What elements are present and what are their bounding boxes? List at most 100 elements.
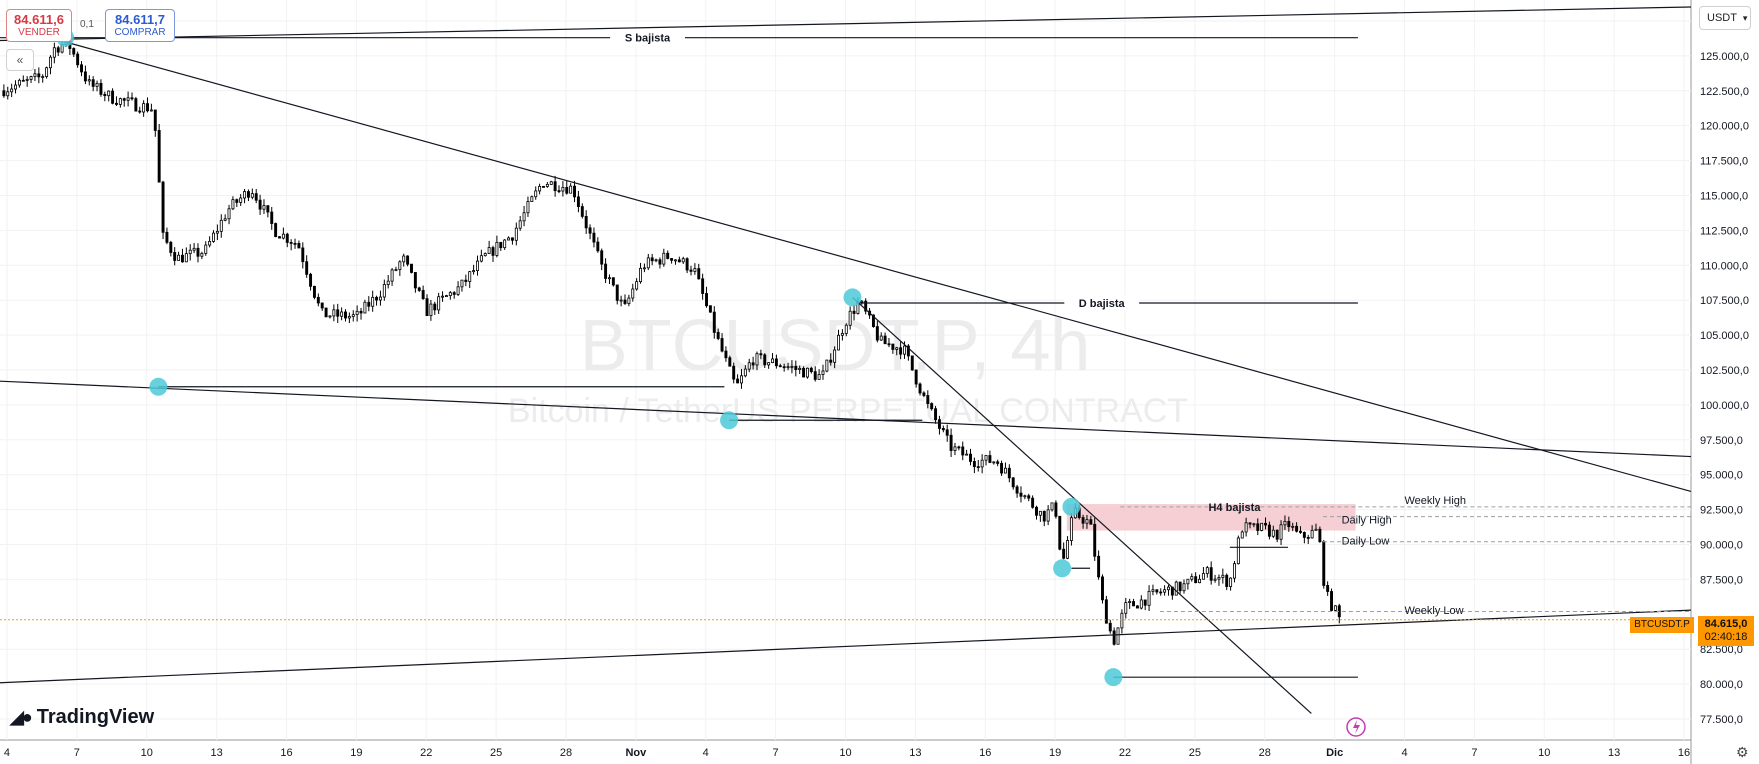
candle-body (72, 48, 76, 55)
candle-body (545, 184, 549, 187)
candle-body (177, 254, 181, 261)
candle-body (1198, 578, 1202, 584)
candle-body (1275, 529, 1279, 540)
candle-body (844, 324, 848, 334)
candle-body (674, 259, 677, 262)
candle-body (246, 191, 250, 198)
candle-body (895, 347, 899, 350)
candle-body (340, 311, 344, 317)
candle-body (1019, 492, 1023, 497)
candle-body (328, 315, 332, 318)
candle-body (83, 71, 87, 82)
candle-body (883, 335, 887, 345)
candle-body (507, 237, 511, 241)
candle-body (1108, 622, 1112, 632)
candle-body (103, 93, 107, 97)
candle-body (394, 269, 398, 272)
pivot-marker[interactable] (1053, 559, 1072, 578)
candle-body (1101, 576, 1104, 601)
candle-body (1085, 519, 1089, 524)
pivot-marker[interactable] (843, 288, 862, 307)
currency-selector[interactable]: USDT ▾ (1699, 6, 1751, 30)
candle-body (798, 367, 802, 370)
candle-body (406, 255, 410, 265)
candle-body (1023, 495, 1027, 498)
candle-body (87, 79, 91, 82)
sell-button[interactable]: 84.611,6 VENDER (6, 9, 72, 42)
tradingview-mark-icon: ◢● (10, 707, 33, 727)
candle-body (1081, 517, 1085, 524)
candle-body (1182, 583, 1186, 592)
alert-icon[interactable] (1346, 717, 1366, 737)
candle-body (344, 311, 347, 319)
candle-body (309, 273, 313, 287)
candle-body (941, 428, 945, 431)
buy-button[interactable]: 84.611,7 COMPRAR (105, 9, 175, 42)
candle-body (491, 247, 495, 256)
candle-body (1213, 578, 1217, 581)
candle-body (615, 284, 619, 301)
candle-body (212, 232, 215, 242)
pivot-marker[interactable] (1104, 668, 1123, 687)
time-tick-label: 4 (703, 747, 709, 759)
candle-body (402, 255, 406, 263)
candle-body (592, 232, 596, 243)
collapse-panel-button[interactable]: « (6, 49, 34, 71)
candle-body (33, 73, 37, 77)
candle-body (670, 258, 674, 261)
trend-line[interactable] (0, 380, 1692, 458)
price-tick-label: 92.500,0 (1700, 505, 1743, 517)
time-tick-label: Dic (1326, 747, 1343, 759)
candle-body (685, 258, 689, 271)
candle-body (1104, 599, 1108, 624)
candle-body (576, 196, 580, 207)
trend-line[interactable] (0, 609, 1692, 684)
candle-body (1174, 581, 1178, 596)
tradingview-logo[interactable]: ◢● TradingView (10, 706, 154, 729)
candle-body (604, 263, 608, 279)
candle-body (518, 220, 522, 229)
candle-body (1310, 529, 1314, 539)
candle-body (142, 103, 146, 113)
candle-body (1326, 585, 1330, 592)
candle-body (487, 247, 491, 254)
candle-body (875, 326, 879, 341)
pivot-marker[interactable] (1062, 497, 1081, 516)
candle-body (945, 429, 949, 436)
candle-body (456, 286, 460, 295)
candle-body (1260, 522, 1264, 531)
candle-body (390, 269, 394, 282)
annotation-label: Daily High (1342, 514, 1392, 526)
candle-body (250, 193, 254, 198)
candle-body (479, 255, 483, 262)
pivot-marker[interactable] (720, 411, 739, 430)
candle-body (1128, 601, 1132, 603)
annotation-label: Daily Low (1342, 535, 1390, 547)
candle-body (1000, 463, 1004, 474)
candle-body (716, 331, 720, 339)
candle-body (767, 362, 771, 366)
candle-body (646, 257, 650, 269)
candle-body (305, 261, 309, 275)
candle-body (153, 109, 157, 131)
candle-body (289, 242, 293, 244)
candle-body (499, 241, 503, 249)
time-tick-label: 4 (4, 747, 10, 759)
candle-body (557, 190, 561, 193)
candle-body (1201, 573, 1205, 580)
trend-line[interactable] (0, 6, 1692, 42)
current-price-tag: 84.615,0 02:40:18 (1698, 616, 1754, 646)
candle-body (1066, 540, 1070, 559)
pivot-marker[interactable] (149, 377, 168, 396)
candle-body (336, 309, 340, 317)
candle-body (200, 252, 204, 257)
trend-line[interactable] (852, 296, 1312, 714)
candle-body (297, 243, 301, 249)
candle-body (1225, 574, 1229, 587)
candle-body (903, 345, 906, 355)
candle-body (1333, 605, 1337, 611)
candle-body (860, 300, 864, 303)
trend-line[interactable] (65, 41, 1692, 493)
settings-gear-icon[interactable]: ⚙ (1736, 744, 1749, 760)
